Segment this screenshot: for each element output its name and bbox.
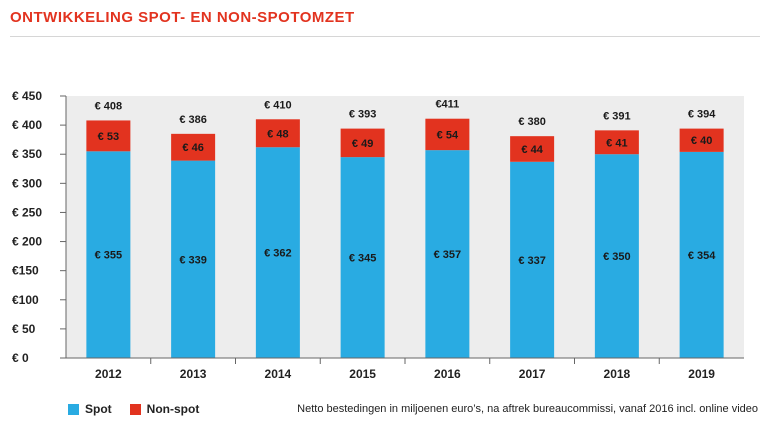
bar-non-spot xyxy=(594,130,639,155)
data-label-non-spot: € 48 xyxy=(267,128,288,140)
x-tick-label: 2012 xyxy=(95,367,122,381)
y-tick-label: €150 xyxy=(12,264,39,278)
data-label-spot: € 355 xyxy=(95,250,123,262)
data-label-non-spot: € 41 xyxy=(606,137,627,149)
bar-spot xyxy=(340,157,385,358)
bar-non-spot xyxy=(425,118,470,151)
data-label-spot: € 350 xyxy=(603,251,631,263)
x-tick-label: 2018 xyxy=(604,367,631,381)
data-label-total: € 393 xyxy=(349,109,377,121)
bar-spot xyxy=(425,150,470,358)
bar-non-spot xyxy=(679,128,724,152)
data-label-total: € 386 xyxy=(179,114,207,126)
data-label-spot: € 357 xyxy=(434,249,462,261)
data-label-total: € 410 xyxy=(264,99,292,111)
chart-title: ONTWIKKELING SPOT- EN NON-SPOTOMZET xyxy=(10,9,355,26)
data-label-total: € 380 xyxy=(518,116,546,128)
data-label-total: € 408 xyxy=(95,100,123,112)
data-label-total: € 391 xyxy=(603,110,631,122)
y-tick-label: € 0 xyxy=(12,351,29,365)
y-tick-label: €100 xyxy=(12,293,39,307)
legend-swatch-spot xyxy=(68,403,79,415)
bar-spot xyxy=(255,147,300,358)
bar-spot xyxy=(510,161,555,358)
data-label-spot: € 337 xyxy=(518,255,546,267)
data-label-non-spot: € 40 xyxy=(691,135,712,147)
bar-non-spot xyxy=(171,133,216,161)
title-divider xyxy=(10,36,760,37)
footnote: Netto bestedingen in miljoenen euro’s, n… xyxy=(297,403,758,415)
legend-label-non-spot: Non-spot xyxy=(146,402,200,416)
legend-label-spot: Spot xyxy=(85,402,112,416)
bar-spot xyxy=(171,160,216,358)
y-tick-label: € 400 xyxy=(12,118,42,132)
data-label-spot: € 339 xyxy=(179,254,207,266)
data-label-total: €411 xyxy=(435,99,459,111)
y-tick-label: € 200 xyxy=(12,235,42,249)
x-tick-label: 2013 xyxy=(180,367,207,381)
x-tick-label: 2014 xyxy=(265,367,292,381)
x-tick-label: 2019 xyxy=(688,367,715,381)
legend-swatch-non-spot xyxy=(129,403,141,415)
x-tick-label: 2017 xyxy=(519,367,546,381)
plot-area xyxy=(66,96,744,358)
data-label-non-spot: € 44 xyxy=(521,144,543,156)
legend: Spot Non-spot xyxy=(68,402,217,416)
data-label-non-spot: € 49 xyxy=(352,138,373,150)
bar-non-spot xyxy=(86,120,131,152)
bar-spot xyxy=(86,151,131,358)
data-label-total: € 394 xyxy=(688,109,716,121)
legend-item-spot: Spot xyxy=(68,402,112,416)
data-label-non-spot: € 46 xyxy=(182,142,203,154)
bar-non-spot xyxy=(255,119,300,148)
y-tick-label: € 350 xyxy=(12,147,42,161)
data-label-spot: € 354 xyxy=(688,250,716,262)
data-label-non-spot: € 54 xyxy=(437,129,459,141)
y-tick-label: € 50 xyxy=(12,322,36,336)
x-tick-label: 2015 xyxy=(349,367,376,381)
bar-spot xyxy=(594,154,639,358)
bar-spot xyxy=(679,151,724,358)
y-tick-label: € 450 xyxy=(12,89,42,103)
bar-non-spot xyxy=(340,128,385,158)
y-tick-label: € 250 xyxy=(12,205,42,219)
data-label-non-spot: € 53 xyxy=(98,131,119,143)
bar-non-spot xyxy=(510,136,555,162)
y-tick-label: € 300 xyxy=(12,176,42,190)
data-label-spot: € 362 xyxy=(264,248,292,260)
x-tick-label: 2016 xyxy=(434,367,461,381)
legend-item-non-spot: Non-spot xyxy=(129,402,200,416)
data-label-spot: € 345 xyxy=(349,253,377,265)
